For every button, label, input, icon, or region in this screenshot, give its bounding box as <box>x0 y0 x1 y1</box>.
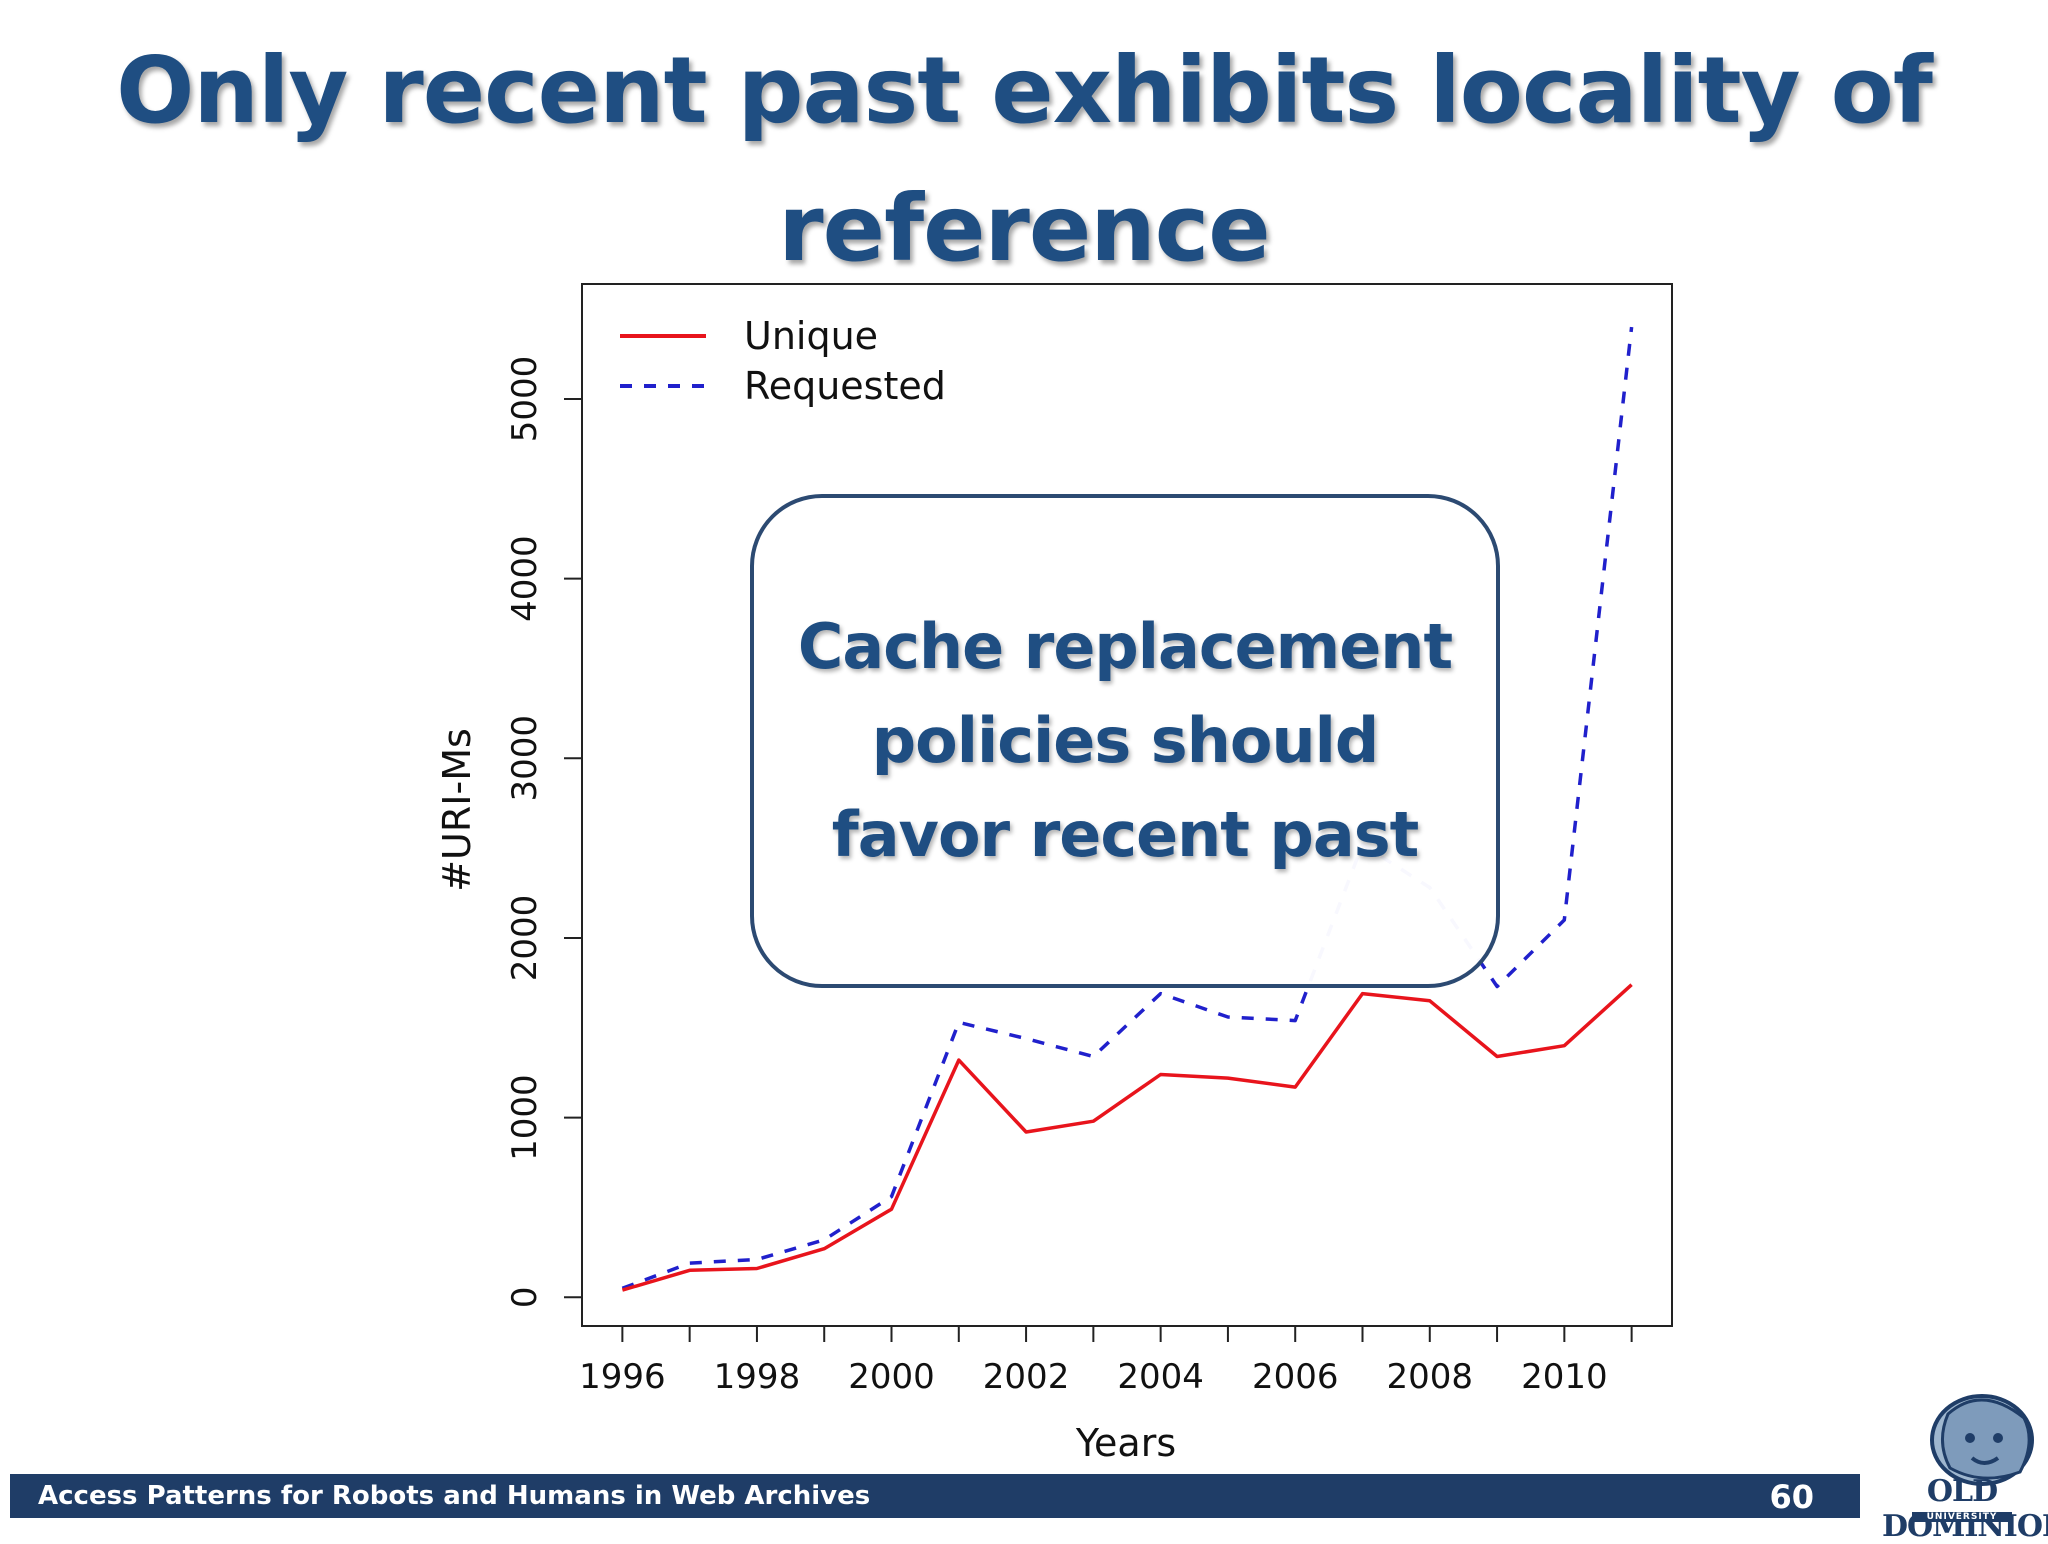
legend: Unique Requested <box>620 314 946 408</box>
series-line-requested <box>621 326 1634 1290</box>
x-tick-label-6: 2008 <box>1387 1357 1474 1397</box>
legend-label-unique: Unique <box>744 314 878 358</box>
y-tick-label-1: 1000 <box>505 1074 545 1161</box>
x-tick-label-0: 1996 <box>579 1357 666 1397</box>
y-axis-label: #URI-Ms <box>435 728 479 892</box>
callout-box: Cache replacement policies should favor … <box>750 494 1500 988</box>
x-axis: 1996 1998 2000 2002 2004 2006 2008 2010 <box>579 1326 1633 1397</box>
x-axis-label: Years <box>1075 1421 1176 1465</box>
logo-subtitle: UNIVERSITY <box>1912 1512 2012 1522</box>
university-logo: OLD DOMINION UNIVERSITY <box>1878 1388 2048 1544</box>
y-tick-label-2: 2000 <box>505 895 545 982</box>
page-number: 60 <box>1769 1478 1814 1516</box>
slide-title: Only recent past exhibits locality of re… <box>116 37 1933 282</box>
y-axis: 0 1000 2000 3000 4000 5000 <box>505 356 582 1308</box>
x-tick-label-1: 1998 <box>714 1357 801 1397</box>
x-tick-label-4: 2004 <box>1117 1357 1204 1397</box>
x-tick-label-2: 2000 <box>848 1357 935 1397</box>
x-tick-label-5: 2006 <box>1252 1357 1339 1397</box>
legend-label-requested: Requested <box>744 364 946 408</box>
y-tick-label-3: 3000 <box>505 715 545 802</box>
callout-text: Cache replacement policies should favor … <box>797 610 1453 871</box>
logo-wordmark: OLD DOMINION <box>1882 1474 2048 1544</box>
y-tick-label-5: 5000 <box>505 356 545 443</box>
footer-bar: Access Patterns for Robots and Humans in… <box>10 1474 1860 1518</box>
y-tick-label-0: 0 <box>505 1286 545 1308</box>
y-tick-label-4: 4000 <box>505 535 545 622</box>
series-line-unique <box>621 983 1633 1292</box>
footer-text: Access Patterns for Robots and Humans in… <box>38 1481 871 1511</box>
series-layer <box>621 326 1634 1292</box>
x-tick-label-3: 2002 <box>983 1357 1070 1397</box>
x-tick-label-7: 2010 <box>1521 1357 1608 1397</box>
plot-frame <box>581 283 1673 1327</box>
lion-mascot-icon <box>1930 1394 2034 1486</box>
